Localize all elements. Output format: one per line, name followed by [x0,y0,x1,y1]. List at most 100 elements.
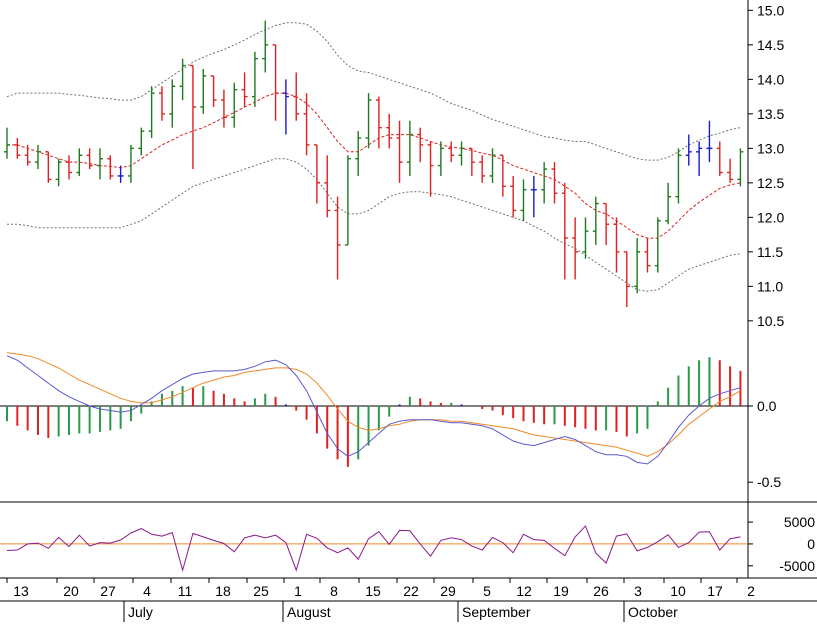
price-bar [685,134,692,166]
x-month-label: July [128,604,153,620]
price-bar [158,86,165,121]
price-bar [706,120,713,163]
price-tick-label: 15.0 [757,2,784,18]
x-month-label: October [628,604,678,620]
price-bar [220,89,227,128]
price-bar [272,44,279,121]
price-bar [14,138,21,159]
price-bar [169,79,176,128]
x-day-label: 11 [178,583,193,599]
price-bar [448,141,455,163]
price-bar [716,141,723,176]
upper-band-line [6,22,741,161]
oscillator-line [6,525,741,572]
price-bar [107,155,114,180]
price-bar [644,238,651,273]
price-bar [179,58,186,101]
price-tick-label: 11.0 [757,278,783,294]
x-day-label: 25 [253,583,269,599]
price-bar [675,148,682,204]
price-bar [582,217,589,259]
x-day-label: 2 [747,583,755,599]
price-bar [572,217,579,280]
price-bar [510,175,517,218]
price-tick-label: 12.0 [757,209,784,225]
price-bar [117,165,124,183]
price-bar [592,196,599,245]
oscillator-tick-label: 5000 [784,514,815,530]
price-bar [96,148,103,180]
x-day-label: 12 [516,583,532,599]
price-bar [520,179,527,221]
price-bar [396,120,403,183]
price-bar [665,182,672,225]
oscillator-tick-label: -5000 [779,558,815,574]
price-bar [262,20,269,73]
price-bar [303,93,310,156]
x-day-label: 1 [294,583,302,599]
price-bar [696,141,703,176]
price-bar [293,72,300,121]
price-bar [127,144,134,183]
price-bar [727,158,734,183]
price-bar [561,182,568,280]
price-bar [189,64,196,170]
x-day-label: 22 [403,583,419,599]
price-tick-label: 11.5 [757,244,783,260]
x-month-label: September [462,604,531,620]
x-day-label: 15 [365,583,381,599]
price-bar [427,141,434,197]
price-bar [468,147,475,176]
oscillator-tick-label: 0 [807,536,815,552]
x-day-label: 26 [593,583,609,599]
price-bar [148,86,155,138]
price-tick-label: 14.0 [757,71,784,87]
price-tick-label: 12.5 [757,175,784,191]
price-bar [541,162,548,204]
x-day-label: 3 [634,583,642,599]
price-bar [231,82,238,128]
x-day-label: 19 [553,583,569,599]
price-bar [251,51,258,107]
price-bar [530,175,537,218]
x-day-label: 10 [670,583,686,599]
price-bar [737,148,744,187]
x-day-label: 20 [63,583,79,599]
price-bar [458,141,465,166]
price-bar [210,75,217,107]
price-bar [4,127,10,159]
lower-band-line [7,158,741,292]
price-bar [417,127,424,163]
price-bar [406,120,413,176]
x-month-label: August [287,604,331,620]
macd-tick-label: 0.0 [757,398,777,414]
price-bar [623,251,630,308]
price-bar [634,238,641,294]
price-bar [437,141,444,176]
price-bar [603,202,610,245]
price-bar [76,148,83,176]
price-bar [375,96,382,149]
macd-tick-label: -0.5 [757,474,781,490]
x-day-label: 18 [215,583,231,599]
x-day-label: 5 [483,583,491,599]
x-day-label: 29 [440,583,456,599]
price-bar [55,158,62,187]
x-day-label: 4 [143,583,151,599]
price-bar [551,162,558,204]
price-bar [344,155,351,246]
price-tick-label: 14.5 [757,37,784,53]
price-bar [86,148,93,170]
price-bar [241,72,248,107]
x-day-label: 27 [100,583,116,599]
price-bar [499,154,506,197]
price-bar [479,155,486,183]
price-bar [334,196,341,280]
x-day-label: 17 [707,583,723,599]
price-bar [65,155,72,180]
price-bar [200,69,207,114]
price-tick-label: 10.5 [757,313,784,329]
price-bar [355,131,362,176]
price-bar [386,113,393,149]
